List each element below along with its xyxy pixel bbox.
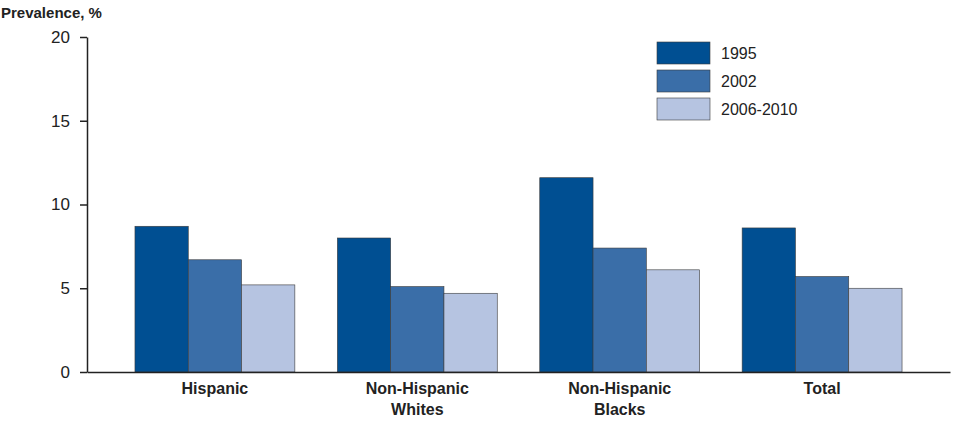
bar — [337, 238, 390, 372]
tick-label-line: Non-Hispanic — [568, 380, 671, 397]
tick: 15 — [51, 112, 87, 131]
tick-label: Non-Hispanic Blacks — [568, 380, 671, 418]
tick: 20 — [51, 28, 87, 47]
bar — [188, 260, 241, 372]
bar — [242, 285, 295, 372]
tick-label: 10 — [51, 195, 70, 214]
legend: 1995 2002 2006-2010 — [657, 42, 798, 120]
tick-label: 0 — [61, 363, 70, 382]
legend-label: 1995 — [721, 45, 757, 62]
legend-swatch — [657, 42, 710, 64]
legend-swatch — [657, 98, 710, 120]
tick: 5 — [61, 279, 87, 298]
legend-label: 2002 — [721, 73, 757, 90]
tick-label-line: Total — [804, 380, 841, 397]
bar — [742, 228, 795, 372]
bar — [135, 226, 188, 372]
tick: 10 — [51, 195, 87, 214]
bars — [135, 178, 902, 372]
bar — [593, 248, 646, 372]
tick-mark — [80, 372, 87, 374]
tick-mark — [80, 204, 87, 206]
tick: Non-Hispanic Whites — [366, 372, 469, 418]
tick-label: 20 — [51, 28, 70, 47]
tick-label: Total — [804, 380, 841, 397]
tick-label: 5 — [61, 279, 70, 298]
y-axis: 0 5 10 15 20 — [51, 28, 87, 382]
tick: Non-Hispanic Blacks — [568, 372, 671, 418]
tick-label-line: Non-Hispanic — [366, 380, 469, 397]
y-axis-title: Prevalence, % — [1, 4, 102, 21]
tick-label: Hispanic — [182, 380, 249, 397]
chart: 05101520HispanicNon-HispanicWhitesNon-Hi… — [0, 0, 960, 426]
tick-label-line: Hispanic — [182, 380, 249, 397]
tick: Hispanic — [182, 372, 249, 397]
tick-mark — [80, 288, 87, 290]
tick: 0 — [61, 363, 87, 382]
x-axis: Hispanic Non-Hispanic Whites Non-Hispanic Bl… — [88, 372, 951, 418]
tick-label: 15 — [51, 112, 70, 131]
bar — [391, 287, 444, 372]
tick-label-line: Whites — [391, 401, 444, 418]
tick-label: Non-Hispanic Whites — [366, 380, 469, 418]
bar — [646, 270, 699, 372]
tick: Total — [804, 372, 841, 397]
tick-mark — [80, 37, 87, 39]
bar — [849, 288, 902, 372]
legend-label: 2006-2010 — [721, 101, 798, 118]
bar — [540, 178, 593, 372]
bar — [795, 277, 848, 372]
tick-mark — [80, 121, 87, 123]
legend-swatch — [657, 70, 710, 92]
tick-label-line: Blacks — [594, 401, 646, 418]
axis-line — [88, 372, 951, 374]
bar — [444, 293, 497, 372]
